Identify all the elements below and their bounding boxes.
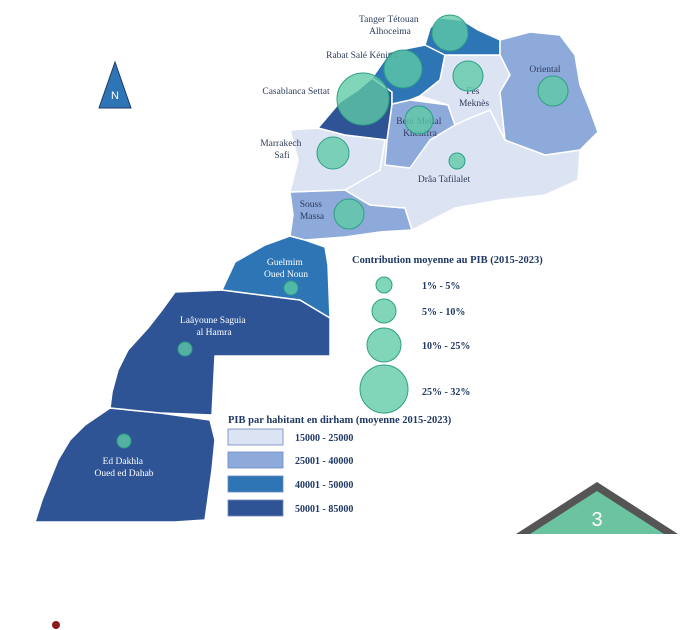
page-badge: 3: [516, 482, 678, 534]
bubble-legend-label-3: 10% - 25%: [422, 341, 470, 352]
label-marrakech-line1: Marrakech: [260, 139, 301, 149]
page-badge-fill: [530, 491, 664, 534]
label-dakhla: Ed Dakhla Oued ed Dahab: [94, 457, 153, 479]
bubble-draa[interactable]: [448, 152, 466, 170]
bubble-casablanca[interactable]: [336, 72, 390, 126]
bubble-rabat[interactable]: [383, 49, 423, 89]
legend-bubble-3: [366, 327, 402, 363]
bubbles-layer: [116, 14, 569, 449]
label-tanger-line1: Tanger Tétouan: [359, 15, 419, 25]
label-dakhla-line1: Ed Dakhla: [103, 457, 144, 467]
region-laayoune: [109, 289, 331, 416]
legend-bubble-1: [375, 276, 393, 294]
label-dakhla-line2: Oued ed Dahab: [94, 469, 153, 479]
label-marrakech: Marrakech Safi: [260, 139, 304, 161]
label-oriental: Oriental: [529, 65, 560, 75]
region-dakhla: [34, 407, 216, 523]
label-laayoune-line1: Laâyoune Saguia: [180, 316, 246, 326]
region-guelmim: [221, 235, 331, 319]
label-tanger-line2: Alhoceima: [369, 27, 411, 37]
legend-swatch-1: [227, 428, 284, 446]
bubble-souss[interactable]: [333, 198, 365, 230]
color-legend-title: PIB par habitant en dirham (moyenne 2015…: [228, 415, 452, 426]
legend-swatch-4: [227, 499, 284, 517]
label-fes-line1: Fès: [466, 87, 480, 97]
color-legend-label-1: 15000 - 25000: [295, 433, 353, 444]
bubble-marrakech[interactable]: [316, 136, 350, 170]
label-fes: Fès Meknès: [459, 87, 489, 109]
label-guelmim-line2: Oued Noun: [264, 270, 308, 280]
label-tanger: Tanger Tétouan Alhoceima: [359, 15, 421, 37]
label-souss-line2: Massa: [300, 212, 325, 222]
color-legend: PIB par habitant en dirham (moyenne 2015…: [227, 415, 452, 517]
label-oriental-line1: Oriental: [529, 65, 560, 75]
label-souss-line1: Souss: [300, 200, 322, 210]
bullet-dot: [52, 621, 60, 629]
legend-bubble-4: [359, 364, 409, 414]
bubble-legend: Contribution moyenne au PIB (2015-2023) …: [352, 255, 543, 414]
label-fes-line2: Meknès: [459, 99, 489, 109]
legend-swatch-2: [227, 451, 284, 469]
label-casablanca: Casablanca Settat: [262, 87, 330, 97]
label-guelmim-line1: Guelmim: [267, 258, 303, 268]
bubble-fes[interactable]: [452, 60, 484, 92]
north-arrow-icon: N: [98, 60, 132, 109]
label-marrakech-line2: Safi: [274, 150, 290, 161]
label-laayoune-line2: al Hamra: [196, 328, 232, 338]
legend-bubble-2: [371, 298, 397, 324]
bubble-legend-label-2: 5% - 10%: [422, 307, 465, 318]
bubble-oriental[interactable]: [537, 75, 569, 107]
label-draa-line1: Drâa Tafilalet: [418, 174, 471, 185]
bubble-legend-label-1: 1% - 5%: [422, 281, 460, 292]
bubble-laayoune[interactable]: [177, 341, 193, 357]
bubble-tanger[interactable]: [431, 14, 469, 52]
label-guelmim: Guelmim Oued Noun: [264, 258, 308, 280]
bubble-dakhla[interactable]: [116, 433, 132, 449]
label-laayoune: Laâyoune Saguia al Hamra: [180, 316, 248, 338]
north-arrow-shape: [98, 60, 132, 109]
label-casablanca-line1: Casablanca Settat: [262, 87, 330, 97]
label-rabat-line1: Rabat Salé Kénitra: [326, 51, 399, 61]
color-legend-label-2: 25001 - 40000: [295, 456, 353, 467]
legend-swatch-3: [227, 475, 284, 493]
bubble-legend-title: Contribution moyenne au PIB (2015-2023): [352, 255, 543, 266]
label-rabat: Rabat Salé Kénitra: [326, 51, 399, 61]
color-legend-label-3: 40001 - 50000: [295, 480, 353, 491]
bubble-guelmim[interactable]: [283, 280, 299, 296]
label-souss: Souss Massa: [300, 200, 325, 222]
label-draa: Drâa Tafilalet: [418, 174, 471, 185]
bubble-benimellal[interactable]: [404, 105, 434, 135]
north-label: N: [111, 90, 119, 102]
page-number: 3: [591, 509, 602, 531]
color-legend-label-4: 50001 - 85000: [295, 504, 353, 515]
bubble-legend-label-4: 25% - 32%: [422, 387, 470, 398]
